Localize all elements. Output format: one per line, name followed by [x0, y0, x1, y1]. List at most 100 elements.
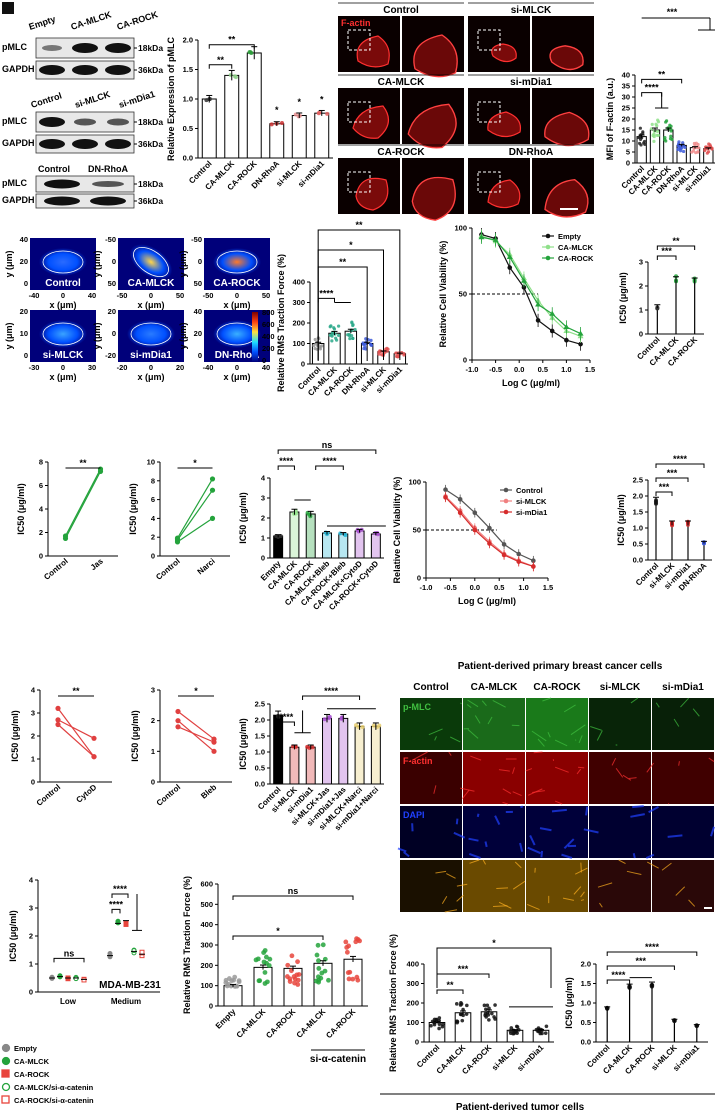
data-point — [313, 337, 317, 342]
data-point — [458, 1003, 463, 1007]
x-tick-label: 0 — [149, 363, 153, 372]
data-point — [549, 310, 556, 316]
x-tick-label: 0 — [61, 363, 65, 372]
cell-zoom — [407, 103, 457, 149]
y-tick-label: 6 — [39, 481, 43, 490]
x-tick-label: -40 — [29, 291, 40, 300]
x-tick-label: 0.0 — [514, 365, 524, 374]
charts: 0.0 0.5 1.0 1.5 2.0 Relative Expression of pM… — [8, 7, 715, 1076]
data-point — [266, 963, 272, 968]
y-tick-label: 6 — [151, 495, 155, 504]
data-point — [209, 515, 216, 522]
data-point — [232, 74, 237, 79]
y-tick-label: 300 — [292, 298, 305, 307]
microscopy-tile — [526, 860, 588, 912]
data-point — [371, 723, 376, 728]
bar — [354, 530, 365, 559]
y-tick-label: 1.5 — [183, 65, 193, 74]
y-tick-label: 8 — [39, 458, 43, 467]
y-tick-label: 10 — [20, 329, 28, 338]
data-point — [73, 976, 79, 982]
bar — [305, 746, 316, 785]
data-point — [339, 716, 344, 721]
cell-zoom — [544, 179, 589, 218]
y-tick-label: 300 — [406, 979, 419, 988]
y-axis-label: y (μm) — [4, 322, 14, 349]
data-point — [211, 748, 217, 754]
data-point — [257, 978, 263, 984]
significance-label: *** — [667, 7, 678, 17]
y-tick-label: 500 — [200, 900, 213, 909]
data-point — [338, 531, 343, 536]
data-point — [531, 558, 536, 564]
data-point — [232, 984, 238, 989]
data-point — [314, 952, 320, 958]
data-point — [454, 1002, 459, 1006]
y-axis-label: IC50 (μg/ml) — [130, 710, 140, 762]
x-tick-label: -50 — [117, 291, 128, 300]
mda-legend: Empty CA-MLCK CA-ROCK CA-MLCK/si-α-catenin C… — [1, 1043, 94, 1105]
legend-entry: Empty — [558, 232, 582, 241]
data-point — [316, 958, 321, 964]
data-point — [650, 122, 654, 126]
data-point — [209, 476, 216, 482]
data-point — [508, 1029, 513, 1033]
y-tick-label: 50 — [108, 279, 116, 288]
y-tick-label: 1.0 — [183, 95, 193, 104]
data-point — [483, 1013, 487, 1018]
y-axis-label: Relative Expression of pMLC — [166, 36, 176, 161]
data-point — [440, 1022, 445, 1027]
x-tick-label: 0.5 — [538, 365, 548, 374]
y-tick-label: 20 — [20, 307, 28, 316]
colorbar-tick: 0 — [262, 356, 266, 365]
data-point — [55, 705, 61, 712]
y-tick-label: 400 — [406, 960, 419, 969]
bar — [454, 1012, 472, 1043]
data-point — [443, 487, 448, 492]
cell-zoom — [411, 176, 456, 221]
data-point — [344, 945, 350, 950]
x-tick-label: -1.0 — [420, 583, 433, 592]
cell-outline — [487, 111, 522, 138]
data-point — [487, 525, 492, 531]
kda-label: 36kDa — [138, 196, 163, 206]
data-point — [485, 1003, 490, 1008]
data-point — [326, 977, 331, 983]
data-point — [269, 122, 274, 127]
y-tick-label: 2 — [29, 932, 33, 941]
row-label-pmlc: pMLC — [2, 42, 27, 52]
data-point — [638, 126, 642, 130]
data-point — [490, 1011, 494, 1016]
data-point — [513, 1030, 518, 1034]
bar — [370, 533, 381, 559]
y-tick-label: 50 — [194, 279, 202, 288]
microscopy-tile — [652, 806, 714, 858]
data-point — [578, 341, 583, 347]
x-axis-label: Log C (μg/ml) — [458, 596, 516, 606]
significance-label: * — [492, 938, 496, 948]
microscopy-column-label: CA-ROCK — [533, 682, 581, 693]
x-tick-label: 0.5 — [494, 583, 504, 592]
significance-label: ** — [217, 55, 225, 65]
data-point — [320, 942, 326, 948]
bar — [689, 147, 701, 164]
y-tick-label: 2 — [151, 716, 155, 725]
data-point — [676, 147, 680, 152]
data-point — [669, 134, 673, 138]
data-point — [295, 982, 301, 987]
y-tick-label: 1.5 — [633, 508, 643, 517]
data-point — [461, 1007, 465, 1012]
data-point — [478, 234, 485, 240]
significance-label: * — [193, 458, 197, 468]
y-tick-label: 10 — [622, 137, 630, 146]
bar — [338, 717, 349, 785]
bar — [289, 511, 300, 559]
data-point — [325, 111, 330, 116]
